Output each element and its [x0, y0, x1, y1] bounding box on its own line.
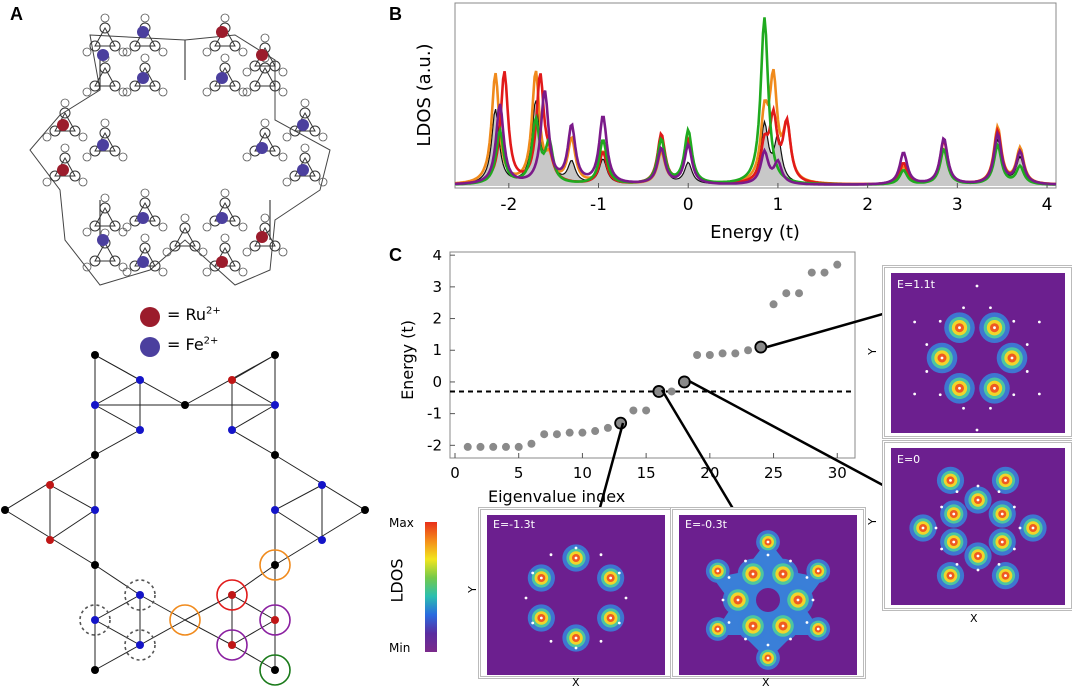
eig-ytick-label: 4: [432, 250, 442, 264]
map-3-energy-label: E=1.1t: [897, 278, 935, 291]
highlighted-eigenvalue-point: [652, 385, 666, 398]
panel-a-letter: A: [10, 4, 23, 24]
eigenvalue-point: [552, 430, 561, 439]
ldos-plot-frame: [454, 2, 1057, 189]
fe-legend-swatch: [140, 337, 160, 357]
eigenvalue-point: [501, 442, 510, 451]
eigenvalue-point: [705, 351, 714, 359]
eigenvalue-point: [629, 406, 638, 415]
map-2-energy-label: E=-0.3t: [685, 518, 727, 531]
eigenvalue-point: [514, 442, 523, 451]
ldos-map-3: E=1.1t: [882, 265, 1072, 439]
ru-legend-swatch: [140, 307, 160, 327]
ldos-chart: -2 -1 0 1 2 3 4 Energy (t) LDOS (a.u.): [414, 2, 1057, 243]
eigenvalue-point: [642, 406, 651, 415]
eigenvalue-point: [718, 349, 727, 358]
colorbar-title: LDOS: [387, 558, 407, 603]
fe-legend: = Fe2+: [167, 335, 218, 354]
ldos-xtick-label: 2: [862, 195, 873, 215]
map-2-xlabel: X: [762, 676, 770, 689]
ru-legend: = Ru2+: [167, 305, 221, 324]
ru-legend-sup: 2+: [206, 305, 221, 317]
map-4-ylabel: Y: [865, 518, 879, 525]
ldos-xtick-label: 0: [683, 195, 694, 215]
map-1-xlabel: X: [572, 676, 580, 689]
ldos-colorbar: Max Min LDOS: [385, 516, 475, 666]
panel-c-letter: C: [389, 245, 402, 265]
panel-a-figure: [1, 13, 369, 686]
map-3-ylabel: Y: [865, 348, 879, 355]
eig-xtick-label: 25: [764, 464, 783, 482]
ru-legend-label: = Ru: [167, 305, 207, 324]
ldos-xtick-label: 1: [773, 195, 784, 215]
eig-ytick-label: -2: [427, 436, 442, 454]
ldos-xlabel: Energy (t): [710, 222, 800, 243]
ldos-xtick-label: -1: [590, 195, 607, 215]
eigenvalue-point: [591, 427, 600, 436]
eig-plot-frame: [449, 251, 856, 459]
eigenvalue-point: [744, 346, 753, 355]
ldos-xtick-label: 3: [952, 195, 963, 215]
ldos-map-4: E=0: [882, 440, 1072, 611]
map-1-energy-label: E=-1.3t: [493, 518, 535, 531]
eigenvalue-point: [693, 351, 702, 359]
colorbar-min-label: Min: [389, 641, 411, 655]
eigenvalue-point: [578, 428, 587, 437]
eigenvalue-point: [667, 387, 676, 396]
panel-b-letter: B: [389, 4, 402, 24]
eig-ytick-label: 1: [432, 341, 442, 359]
eigenvalue-point: [795, 289, 804, 298]
eigenvalue-point: [769, 300, 778, 309]
lattice-black-sites: [1, 351, 369, 674]
eigenvalue-point: [489, 442, 498, 451]
eigenvalue-point: [820, 268, 829, 277]
eigenvalue-point: [463, 442, 472, 451]
colorbar-gradient: [425, 522, 437, 652]
lattice-highlight-circles: [79, 549, 291, 686]
ldos-xtick-label: 4: [1042, 195, 1053, 215]
eig-ytick-label: -1: [427, 405, 442, 423]
fe-legend-label: = Fe: [167, 335, 204, 354]
ldos-xtick-label: -2: [500, 195, 517, 215]
ldos-map-1: E=-1.3t: [478, 507, 674, 679]
eig-xlabel: Eigenvalue index: [488, 487, 626, 506]
eigenvalue-point: [603, 423, 612, 432]
eig-xtick-label: 30: [828, 464, 847, 482]
lattice-blue-sites: [91, 376, 326, 649]
eigenvalue-point: [476, 442, 485, 451]
eigenvalue-point: [807, 268, 816, 277]
eigenvalue-point: [782, 289, 791, 298]
ldos-map-2: E=-0.3t: [670, 507, 866, 679]
eig-xtick-label: 15: [637, 464, 656, 482]
lattice-red-sites: [46, 376, 279, 649]
map-1-ylabel: Y: [465, 586, 479, 593]
map-4-xlabel: X: [970, 612, 978, 625]
eig-ytick-label: 3: [432, 278, 442, 296]
eig-xtick-label: 10: [573, 464, 592, 482]
fe-centers: [97, 26, 309, 268]
eigenvalue-point: [527, 439, 536, 448]
fe-legend-sup: 2+: [203, 335, 219, 347]
eig-ytick-label: 0: [432, 373, 442, 391]
eig-ylabel: Energy (t): [398, 320, 417, 400]
eigenvalue-point: [540, 430, 549, 439]
eig-ytick-label: 2: [432, 310, 442, 328]
colorbar-max-label: Max: [389, 516, 414, 530]
eig-xtick-label: 0: [450, 464, 460, 482]
eigenvalue-point: [565, 428, 574, 437]
ldos-line-purple: [454, 90, 1057, 186]
eig-xtick-label: 5: [514, 464, 524, 482]
eigenvalue-point: [833, 260, 842, 269]
eigenvalue-point: [731, 349, 740, 358]
highlighted-eigenvalue-point: [754, 340, 768, 354]
ldos-ylabel: LDOS (a.u.): [414, 43, 435, 146]
ru-centers: [57, 26, 268, 268]
map-4-energy-label: E=0: [897, 453, 921, 466]
